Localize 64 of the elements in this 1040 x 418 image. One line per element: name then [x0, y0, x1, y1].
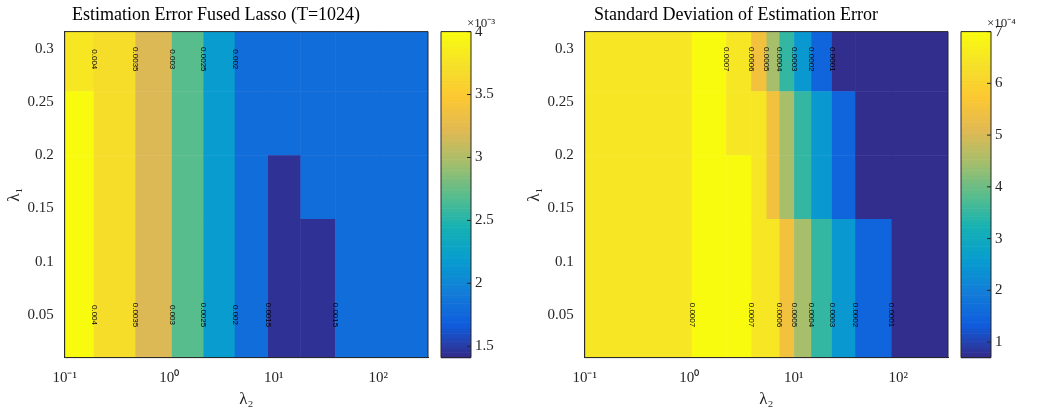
- color-bar-label: 2.5: [475, 211, 494, 228]
- y-axis-title: λ₁: [523, 187, 543, 202]
- annotation: 0.0004: [806, 302, 816, 328]
- x-tick-label: 10⁰: [159, 368, 180, 385]
- annotation: 0.003: [167, 49, 177, 70]
- annotation: 0.0025: [199, 47, 209, 73]
- color-bar-label: 5: [995, 126, 1003, 143]
- x-tick-label: 10¹: [783, 368, 804, 385]
- y-tick-label: 0.1: [554, 252, 574, 269]
- y-tick-label: 0.1: [34, 252, 54, 269]
- annotation: 0.0007: [687, 302, 697, 328]
- annotation: 0.0004: [775, 47, 785, 73]
- color-bar-label: 2: [475, 274, 483, 291]
- annotation: 0.0006: [746, 47, 756, 73]
- annotation: 0.003: [167, 304, 177, 326]
- y-tick-label: 0.2: [34, 146, 54, 163]
- annotation: 0.0003: [827, 302, 837, 328]
- annotation: 0.004: [89, 49, 99, 70]
- annotation: 0.0002: [806, 47, 816, 73]
- annotation: 0.004: [89, 304, 99, 326]
- annotation: 0.0005: [789, 302, 799, 328]
- annotation: 0.002: [230, 49, 240, 70]
- annotation: 0.0035: [131, 302, 141, 328]
- annotation: 0.0006: [775, 302, 785, 328]
- x-tick-label: 10⁻¹: [572, 368, 597, 385]
- x-axis-title: λ₂: [759, 389, 774, 409]
- y-tick-label: 0.2: [554, 146, 574, 163]
- color-bar-label: 1: [995, 333, 1003, 350]
- y-tick-label: 0.15: [547, 199, 574, 216]
- color-bar-label: 4: [995, 177, 1003, 194]
- x-axis-title: λ₂: [239, 389, 254, 409]
- annotation: 0.0002: [850, 302, 860, 328]
- y-tick-label: 0.05: [27, 305, 54, 322]
- x-tick-label: 10¹: [263, 368, 284, 385]
- y-tick-label: 0.25: [27, 92, 54, 109]
- y-tick-label: 0.25: [547, 92, 574, 109]
- color-bar-label: 3: [995, 229, 1003, 246]
- y-tick-label: 0.05: [547, 305, 574, 322]
- annotation: 0.0001: [887, 302, 897, 328]
- annotation: 0.0025: [199, 302, 209, 328]
- chart-title: Standard Deviation of Estimation Error: [594, 3, 878, 24]
- annotation: 0.0015: [263, 302, 273, 328]
- y-tick-label: 0.3: [34, 39, 54, 56]
- color-bar-label: 3.5: [475, 85, 494, 102]
- y-axis-title: λ₁: [3, 187, 23, 202]
- annotation: 0.0015: [330, 302, 340, 328]
- color-bar-label: 6: [995, 74, 1003, 91]
- color-bar-label: 3: [475, 148, 483, 165]
- y-tick-label: 0.3: [554, 39, 574, 56]
- color-bar-label: 2: [995, 281, 1003, 298]
- x-tick-label: 10⁰: [679, 368, 700, 385]
- chart-title: Estimation Error Fused Lasso (T=1024): [71, 3, 361, 25]
- annotation: 0.0005: [762, 47, 772, 73]
- x-tick-label: 10⁻¹: [52, 368, 77, 385]
- color-bar-label: 1.5: [475, 337, 494, 354]
- annotation: 0.0007: [746, 302, 756, 328]
- annotation: 0.002: [230, 304, 240, 326]
- annotation: 0.0001: [827, 47, 837, 73]
- annotation: 0.0035: [131, 47, 141, 73]
- annotation: 0.0003: [789, 47, 799, 73]
- y-tick-label: 0.15: [27, 199, 54, 216]
- x-tick-label: 10²: [368, 368, 389, 385]
- annotation: 0.0007: [722, 47, 731, 73]
- x-tick-label: 10²: [888, 368, 909, 385]
